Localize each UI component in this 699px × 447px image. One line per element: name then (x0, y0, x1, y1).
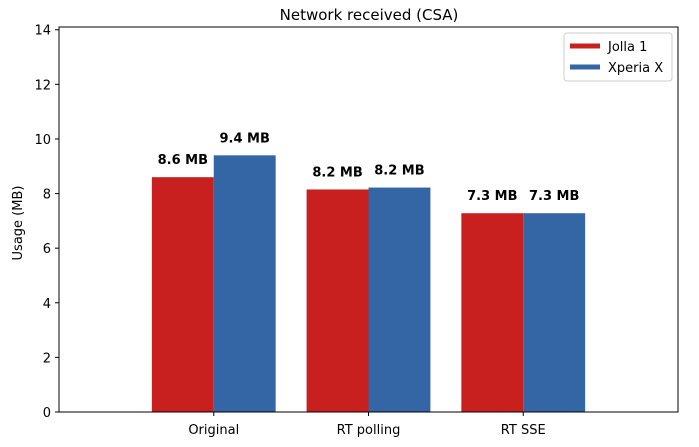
legend-label: Jolla 1 (607, 40, 647, 55)
bar-xperia-x-original (213, 155, 276, 412)
data-label: 7.3 MB (467, 189, 517, 204)
data-label: 8.2 MB (312, 165, 362, 180)
chart-title: Network received (CSA) (280, 6, 459, 24)
bar-jolla-1-rt-sse (461, 213, 524, 412)
bar-xperia-x-rt-sse (523, 213, 586, 412)
y-tick-label: 8 (43, 188, 51, 203)
x-tick-label: RT SSE (501, 423, 546, 438)
x-tick-label: Original (188, 423, 239, 438)
bar-jolla-1-original (151, 177, 214, 412)
data-label: 9.4 MB (219, 131, 269, 146)
y-axis-label: Usage (MB) (11, 186, 26, 261)
legend: Jolla 1 Xperia X (563, 32, 673, 82)
y-tick-label: 0 (43, 406, 51, 421)
y-tick-label: 6 (43, 242, 51, 257)
y-tick-label: 2 (43, 351, 51, 366)
x-tick-label: RT polling (337, 423, 401, 438)
legend-label: Xperia X (608, 61, 663, 76)
data-label: 8.6 MB (158, 153, 208, 168)
plot-area: 8.6 MB 8.2 MB 7.3 MB 9.4 MB 8.2 MB 7.3 MB 0 2 4 6… (34, 24, 679, 438)
y-tick-label: 12 (34, 78, 51, 93)
y-tick-label: 4 (43, 297, 51, 312)
bar-jolla-1-rt-polling (306, 189, 369, 412)
y-tick-label: 10 (34, 133, 51, 148)
data-label: 7.3 MB (529, 189, 579, 204)
bar-xperia-x-rt-polling (368, 187, 431, 412)
y-tick-label: 14 (34, 24, 51, 39)
data-label: 8.2 MB (374, 164, 424, 179)
